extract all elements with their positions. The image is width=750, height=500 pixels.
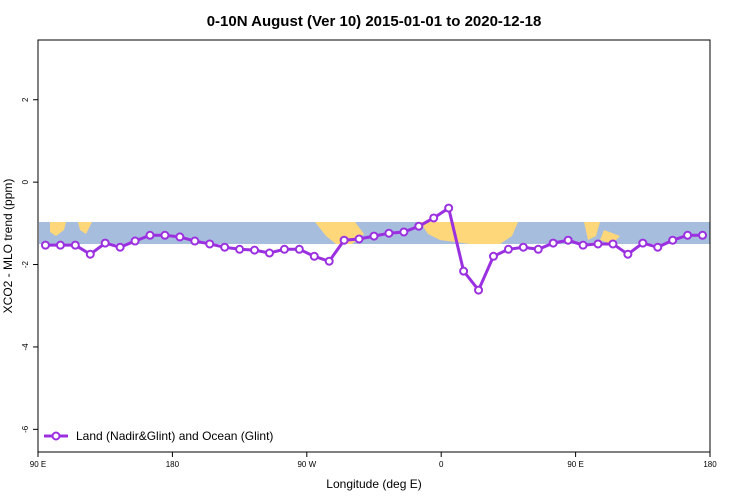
- point: [294, 244, 304, 254]
- point: [220, 242, 230, 252]
- point: [175, 232, 185, 242]
- point: [339, 235, 349, 245]
- point: [563, 235, 573, 245]
- y-axis-label: XCO2 - MLO trend (ppm): [1, 179, 15, 314]
- x-tick-label: 180: [166, 460, 180, 469]
- x-tick-label: 90 W: [297, 460, 316, 469]
- point: [399, 227, 409, 237]
- point: [459, 266, 469, 276]
- point: [698, 230, 708, 240]
- point: [115, 242, 125, 252]
- point: [384, 228, 394, 238]
- y-tick-label: -6: [21, 425, 30, 433]
- point: [548, 238, 558, 248]
- y-tick-label: 0: [21, 179, 30, 184]
- point: [324, 256, 334, 266]
- y-tick-label: -4: [21, 343, 30, 351]
- point: [354, 234, 364, 244]
- point: [474, 285, 484, 295]
- point: [190, 236, 200, 246]
- point: [593, 239, 603, 249]
- x-axis-label: Longitude (deg E): [326, 477, 421, 491]
- x-tick-label: 90 E: [30, 460, 46, 469]
- point: [414, 221, 424, 231]
- point: [653, 242, 663, 252]
- point: [683, 230, 693, 240]
- point: [235, 244, 245, 254]
- point: [130, 236, 140, 246]
- land: [50, 222, 620, 244]
- point: [85, 249, 95, 259]
- point: [429, 213, 439, 223]
- x-tick-label: 90 E: [567, 460, 583, 469]
- point: [70, 240, 80, 250]
- legend-marker: [51, 431, 61, 441]
- point: [623, 249, 633, 259]
- plot-frame: [37, 39, 711, 453]
- point: [145, 230, 155, 240]
- point: [638, 238, 648, 248]
- point: [518, 242, 528, 252]
- y-tick-label: -2: [21, 260, 30, 268]
- point: [608, 239, 618, 249]
- point: [533, 244, 543, 254]
- point: [55, 240, 65, 250]
- point: [250, 245, 260, 255]
- point: [503, 244, 513, 254]
- point: [488, 251, 498, 261]
- legend-label: Land (Nadir&Glint) and Ocean (Glint): [76, 429, 273, 443]
- point: [264, 248, 274, 258]
- chart-title: 0-10N August (Ver 10) 2015-01-01 to 2020…: [207, 13, 542, 30]
- series-line: [45, 205, 703, 293]
- point: [668, 235, 678, 245]
- x-tick-label: 180: [703, 460, 717, 469]
- point: [40, 240, 50, 250]
- point: [205, 239, 215, 249]
- point: [578, 240, 588, 250]
- y-tick-label: 2: [21, 97, 30, 102]
- x-tick-label: 0: [439, 460, 444, 469]
- point: [100, 238, 110, 248]
- point: [444, 203, 454, 213]
- point: [309, 251, 319, 261]
- point: [160, 230, 170, 240]
- point: [279, 244, 289, 254]
- point: [369, 231, 379, 241]
